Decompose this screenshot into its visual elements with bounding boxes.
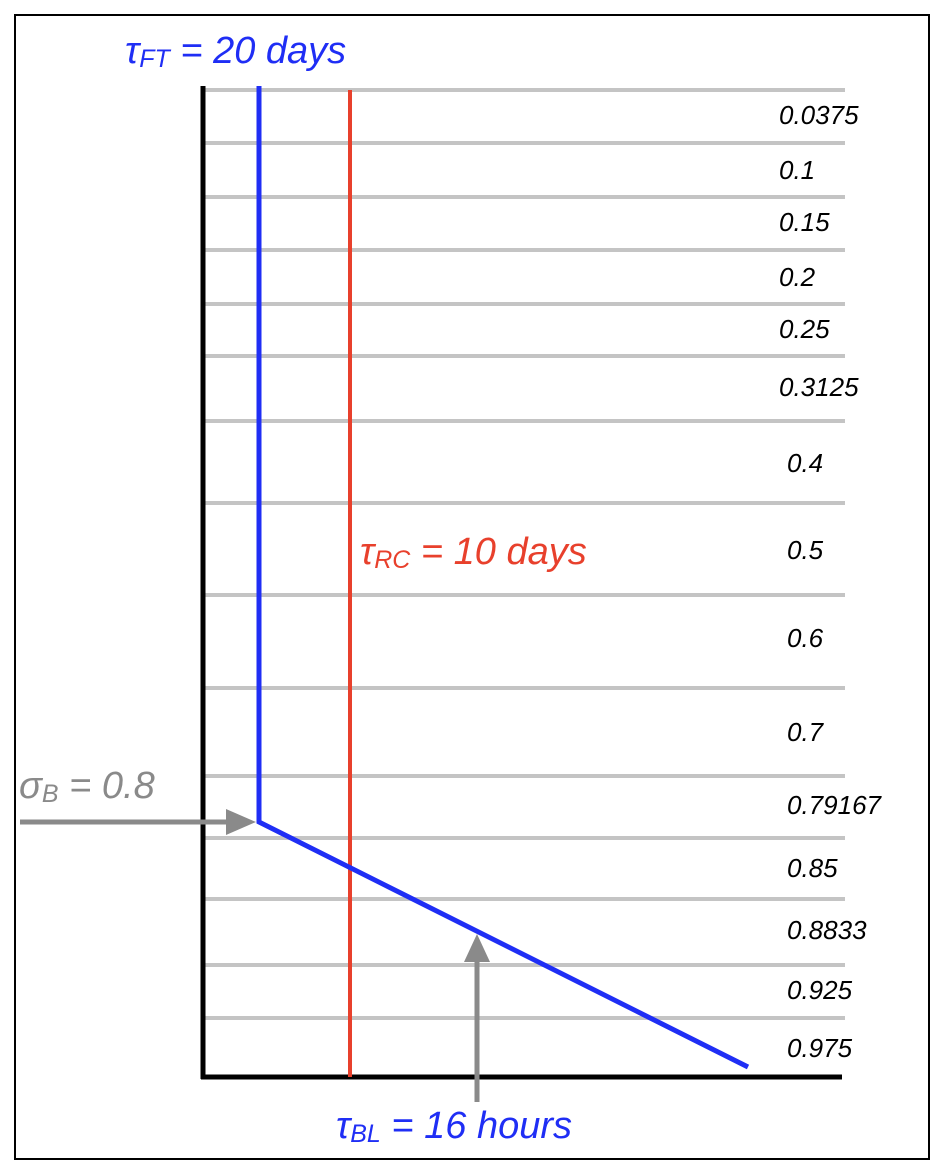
tau-ft-label: τFT = 20 days [125,30,346,73]
outer-border [14,14,930,1160]
level-label: 0.3125 [779,372,859,402]
level-label: 0.15 [779,207,830,237]
level-labels: 0.0375 0.1 0.15 0.2 0.25 0.3125 0.4 0.5 … [779,100,883,1063]
level-label: 0.2 [779,262,816,292]
sigma-b-arrow [20,809,256,835]
tau-ft-bl-profile-line [256,86,750,1070]
level-label: 0.5 [787,535,824,565]
level-label: 0.25 [779,314,830,344]
level-gridlines [205,88,845,1020]
tau-rc-label: τRC = 10 days [360,531,587,574]
level-label: 0.925 [787,975,853,1005]
level-label: 0.6 [787,623,824,653]
level-label: 0.85 [787,853,838,883]
level-label: 0.8833 [787,915,867,945]
tau-bl-arrow [464,934,490,1102]
level-label: 0.7 [787,717,825,747]
level-label: 0.1 [779,155,815,185]
level-label: 0.0375 [779,100,859,130]
tau-bl-label: τBL = 16 hours [336,1105,572,1148]
sigma-b-label: σB = 0.8 [19,765,155,808]
level-label: 0.975 [787,1033,853,1063]
level-label: 0.4 [787,448,823,478]
level-label: 0.79167 [787,790,883,820]
